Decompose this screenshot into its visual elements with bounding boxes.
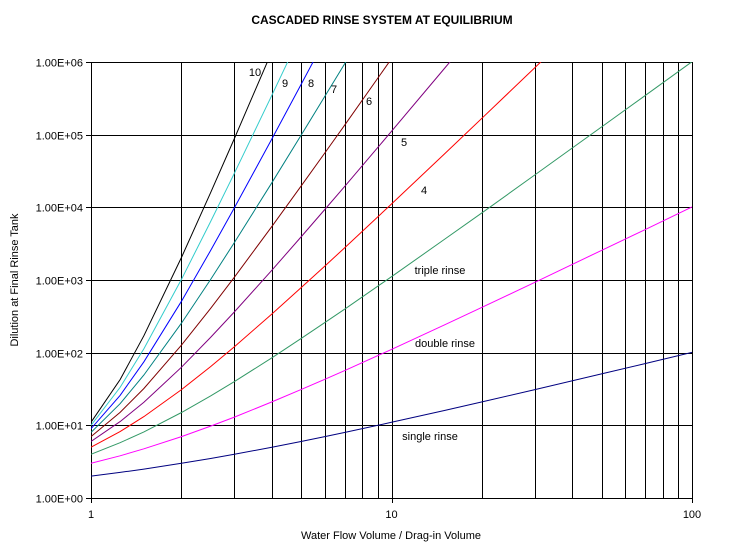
x-tick-label: 100: [683, 509, 701, 521]
y-tick-label: 1.00E+03: [36, 276, 83, 288]
curve-label: 5: [401, 137, 407, 149]
series-line-7: [91, 62, 347, 433]
y-tick-label: 1.00E+04: [36, 203, 83, 215]
series-line-8: [91, 62, 314, 430]
series-line-9: [91, 62, 289, 426]
curve-label: single rinse: [402, 431, 458, 443]
series-line-single-rinse: [91, 351, 692, 477]
y-tick-label: 1.00E+06: [36, 58, 83, 70]
series-lines: [91, 62, 692, 477]
curve-label: 10: [249, 67, 261, 79]
curve-label: 4: [421, 185, 427, 197]
curve-label: 8: [308, 78, 314, 90]
curve-label: 6: [366, 96, 372, 108]
x-tick-label: 1: [88, 509, 94, 521]
curve-labels: 10 9 8 7 6 5 4 triple rinse double rinse single r…: [249, 67, 475, 443]
curve-label: 7: [331, 84, 337, 96]
x-axis-label: Water Flow Volume / Drag-in Volume: [301, 530, 481, 542]
chart-title: CASCADED RINSE SYSTEM AT EQUILIBRIUM: [251, 13, 512, 27]
curve-label: 9: [282, 78, 288, 90]
gridlines: [86, 62, 693, 503]
series-line-10: [91, 62, 268, 423]
curve-label: double rinse: [415, 338, 475, 350]
series-line-6: [91, 62, 390, 437]
series-line-triple-rinse: [91, 62, 692, 455]
y-tick-label: 1.00E+00: [36, 494, 83, 506]
series-line-4: [91, 62, 542, 448]
series-line-5: [91, 62, 451, 442]
x-tick-label: 10: [385, 509, 397, 521]
x-axis: 1 10 100: [88, 509, 701, 521]
y-axis-label: Dilution at Final Rinse Tank: [9, 213, 21, 347]
y-tick-label: 1.00E+01: [36, 421, 83, 433]
y-axis: 1.00E+00 1.00E+01 1.00E+02 1.00E+03 1.00E+04…: [36, 58, 83, 506]
y-tick-label: 1.00E+05: [36, 131, 83, 143]
series-line-double-rinse: [91, 206, 692, 464]
curve-label: triple rinse: [415, 265, 466, 277]
y-tick-label: 1.00E+02: [36, 349, 83, 361]
